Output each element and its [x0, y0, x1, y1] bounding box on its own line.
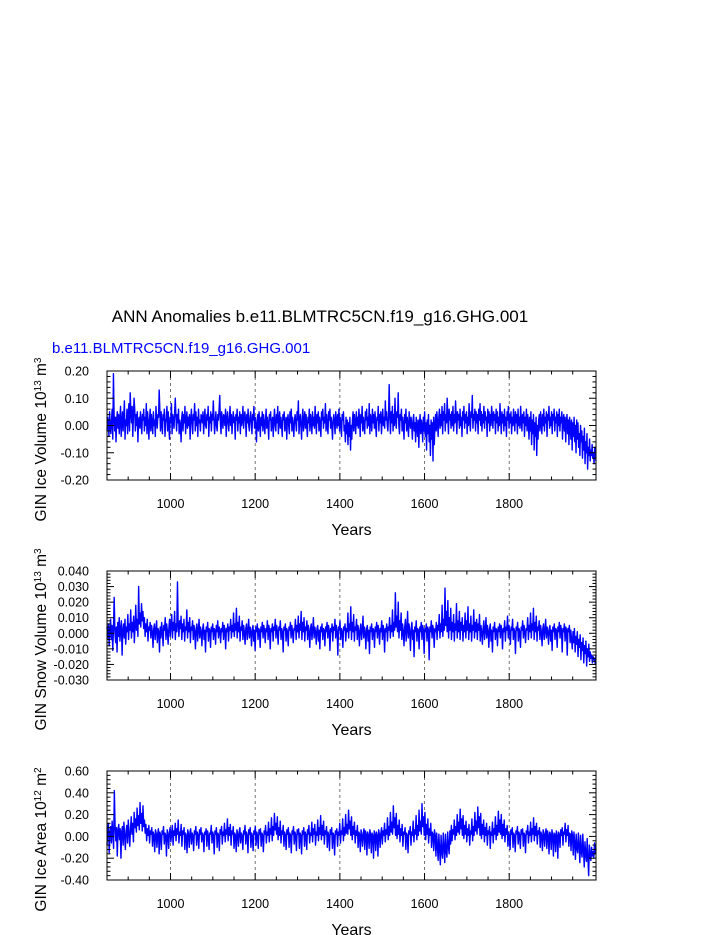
x-tick-label: 1000: [157, 897, 185, 911]
y-tick-label: 0.00: [65, 830, 89, 844]
x-tick-label: 1200: [241, 497, 269, 511]
y-axis-label: GIN Snow Volume 1013 m3: [33, 548, 51, 731]
plot-frame: [106, 770, 597, 881]
panel-ice-area: 1000 1200 1400 1600 1800 -0.40 -0.20 0.00 0.20 0.…: [33, 765, 597, 935]
y-tick-label: 0.000: [58, 627, 89, 641]
x-tick-label: 1400: [326, 697, 354, 711]
x-tick-label: 1400: [326, 497, 354, 511]
x-axis-label: Years: [331, 522, 371, 539]
series-line: [106, 581, 597, 667]
y-tick-label: -0.10: [61, 446, 90, 460]
y-tick-label: 0.00: [65, 419, 89, 433]
x-tick-label: 1800: [495, 497, 523, 511]
panel-ice-volume: 1000 1200 1400 1600 1800 -0.20 -0.10 0.00 0.10 0.…: [33, 357, 597, 539]
y-axis-label: GIN Ice Area 1012 m2: [33, 767, 51, 912]
y-tick-label: 0.40: [65, 786, 89, 800]
x-tick-label: 1000: [157, 497, 185, 511]
series-label: b.e11.BLMTRC5CN.f19_g16.GHG.001: [52, 340, 310, 357]
y-axis-label: GIN Ice Volume 1013 m3: [33, 357, 51, 521]
panel-snow-volume: 1000 1200 1400 1600 1800-0.030-0.020-0.0100.…: [33, 548, 597, 739]
x-tick-label: 1800: [495, 697, 523, 711]
x-axis-label: Years: [331, 722, 371, 739]
x-tick-label: 1200: [241, 897, 269, 911]
x-tick-label: 1600: [411, 697, 439, 711]
figure-title: ANN Anomalies b.e11.BLMTRC5CN.f19_g16.GH…: [112, 307, 528, 326]
x-tick-label: 1600: [411, 897, 439, 911]
y-tick-label: -0.030: [54, 674, 89, 688]
panels: 1000 1200 1400 1600 1800 -0.20 -0.10 0.00 0.10 0.…: [33, 357, 597, 935]
y-tick-label: 0.60: [65, 765, 89, 779]
x-tick-label: 1000: [157, 697, 185, 711]
x-tick-label: 1400: [326, 897, 354, 911]
y-tick-label: 0.020: [58, 596, 89, 610]
y-tick-label: 0.20: [65, 365, 89, 379]
y-tick-label: -0.010: [54, 642, 89, 656]
x-tick-label: 1200: [241, 697, 269, 711]
x-axis-label: Years: [331, 922, 371, 935]
y-tick-label: 0.030: [58, 580, 89, 594]
y-tick-label: 0.20: [65, 808, 89, 822]
x-tick-label: 1800: [495, 897, 523, 911]
y-tick-label: -0.20: [61, 474, 90, 488]
y-tick-label: 0.10: [65, 392, 89, 406]
y-tick-label: 0.010: [58, 611, 89, 625]
y-tick-label: -0.20: [61, 852, 90, 866]
plot-frame: [106, 570, 597, 681]
y-tick-label: 0.040: [58, 565, 89, 579]
series-line: [106, 373, 597, 470]
x-tick-label: 1600: [411, 497, 439, 511]
series-line: [106, 789, 597, 877]
y-tick-label: -0.020: [54, 658, 89, 672]
y-tick-label: -0.40: [61, 874, 90, 888]
